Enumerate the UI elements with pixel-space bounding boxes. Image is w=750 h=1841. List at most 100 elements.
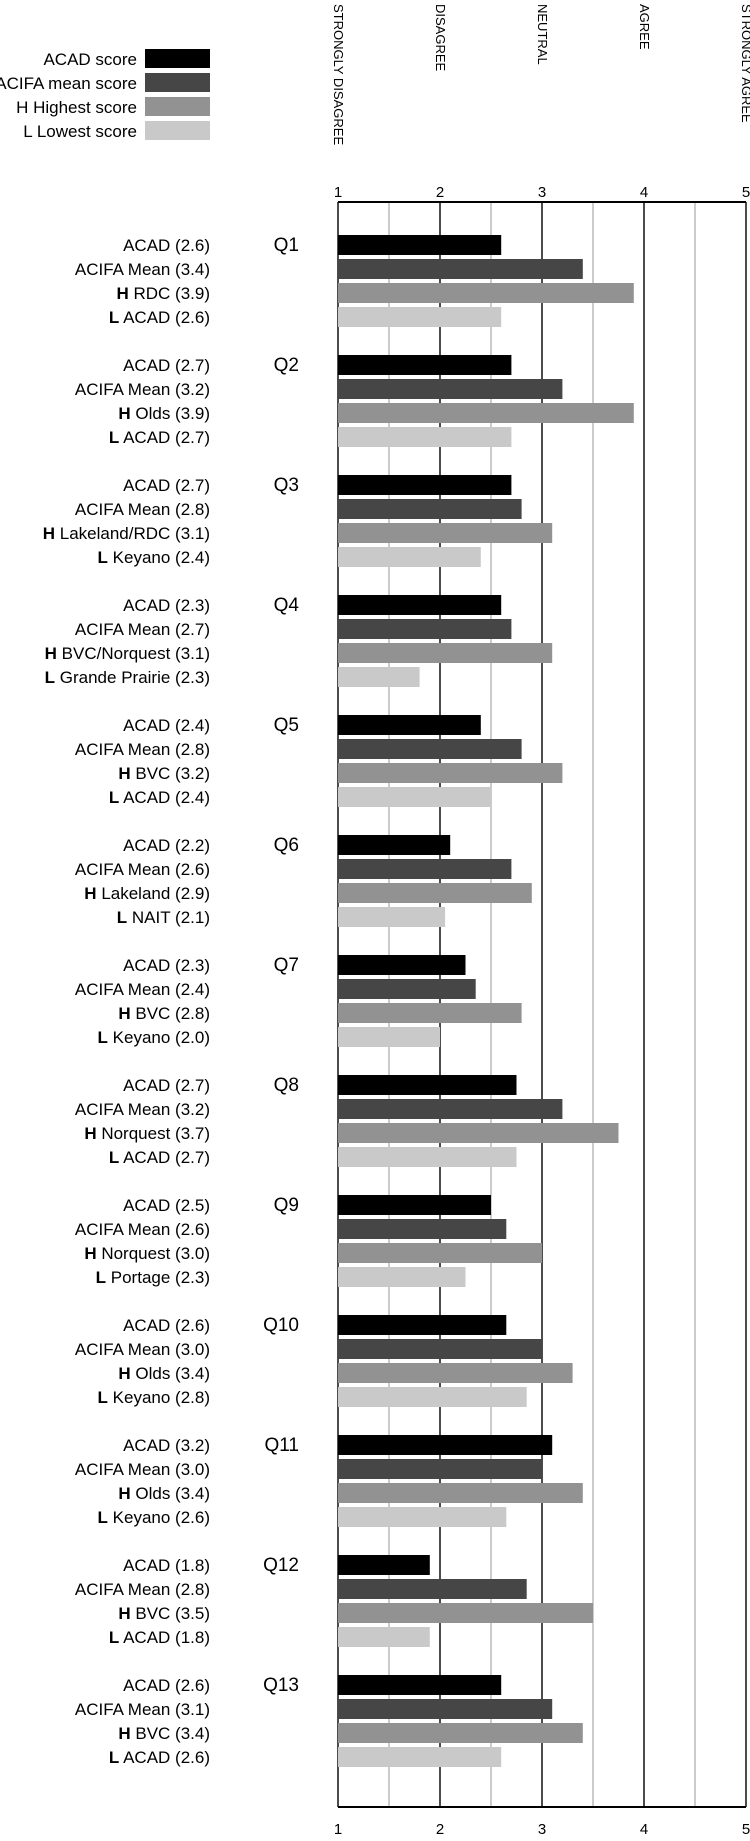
bar — [338, 283, 634, 303]
question-label: Q3 — [274, 475, 299, 496]
bar — [338, 1435, 553, 1455]
bar — [338, 1147, 517, 1167]
bar-row-label: ACIFA Mean (2.4) — [75, 980, 210, 999]
bar-row-text: ACAD (2.3) — [123, 956, 210, 975]
bar-row-prefix: H — [118, 1484, 130, 1503]
bar-row-label: ACAD (2.7) — [123, 1076, 210, 1095]
bar — [338, 1339, 542, 1359]
legend-label: H Highest score — [16, 98, 137, 117]
legend-label: L Lowest score — [23, 122, 137, 141]
bar-row-text: ACAD (2.6) — [123, 236, 210, 255]
bar-row-text: Lakeland/RDC (3.1) — [60, 524, 210, 543]
bar-row-label: H Olds (3.4) — [118, 1484, 210, 1503]
bar-row-prefix: H — [118, 1604, 130, 1623]
bar — [338, 979, 476, 999]
bar-row-label: ACAD (2.6) — [123, 236, 210, 255]
x-tick-label-top: 5 — [742, 184, 750, 201]
bar — [338, 1027, 440, 1047]
bar-row-text: ACIFA Mean (2.8) — [75, 740, 210, 759]
x-tick-label-top: 3 — [538, 184, 546, 201]
bar — [338, 1555, 430, 1575]
legend-swatch — [145, 49, 210, 68]
bar-row-text: ACAD (2.7) — [123, 476, 210, 495]
bar — [338, 835, 451, 855]
bar — [338, 1315, 507, 1335]
bar-row-text: ACAD (2.4) — [123, 788, 210, 807]
bar-row-prefix: H — [84, 1124, 96, 1143]
bar-row-text: ACIFA Mean (3.1) — [75, 1700, 210, 1719]
bar-row-label: L Keyano (2.6) — [98, 1508, 210, 1527]
bar-row-prefix: L — [109, 428, 119, 447]
x-tick-label-bottom: 3 — [538, 1821, 546, 1838]
bar — [338, 643, 553, 663]
bar — [338, 1579, 527, 1599]
bar-row-label: ACAD (3.2) — [123, 1436, 210, 1455]
question-label: Q9 — [274, 1195, 299, 1216]
bar-row-label: ACIFA Mean (3.2) — [75, 380, 210, 399]
bar — [338, 883, 532, 903]
bar-row-label: ACAD (2.5) — [123, 1196, 210, 1215]
bar-row-text: ACIFA Mean (2.6) — [75, 860, 210, 879]
bar-row-text: ACIFA Mean (3.2) — [75, 1100, 210, 1119]
bar-row-prefix: L — [98, 548, 108, 567]
bar-row-label: ACAD (2.7) — [123, 356, 210, 375]
bar-row-label: L ACAD (2.7) — [109, 428, 210, 447]
x-tick-label-bottom: 5 — [742, 1821, 750, 1838]
bar — [338, 667, 420, 687]
bar-row-text: ACAD (2.7) — [123, 428, 210, 447]
x-tick-label-bottom: 1 — [334, 1821, 342, 1838]
bar — [338, 739, 522, 759]
bar — [338, 1627, 430, 1647]
bar-row-text: Keyano (2.8) — [113, 1388, 210, 1407]
bar-row-label: H BVC (3.2) — [118, 764, 210, 783]
bar-row-text: Olds (3.4) — [135, 1364, 210, 1383]
bar-row-label: H Norquest (3.0) — [84, 1244, 210, 1263]
bar — [338, 595, 502, 615]
bar-row-label: L ACAD (2.7) — [109, 1148, 210, 1167]
bar — [338, 259, 583, 279]
bar — [338, 307, 502, 327]
bar-row-prefix: H — [43, 524, 55, 543]
bar-row-text: ACAD (2.6) — [123, 308, 210, 327]
bar-row-prefix: H — [118, 764, 130, 783]
bar-row-label: ACIFA Mean (2.8) — [75, 740, 210, 759]
bar-row-text: BVC (3.5) — [135, 1604, 210, 1623]
bar-row-label: ACAD (2.4) — [123, 716, 210, 735]
bar-row-prefix: L — [109, 308, 119, 327]
bar-row-label: L Keyano (2.4) — [98, 548, 210, 567]
bar-row-text: Keyano (2.6) — [113, 1508, 210, 1527]
question-label: Q5 — [274, 715, 299, 736]
bar-row-prefix: H — [84, 1244, 96, 1263]
bar-row-label: ACIFA Mean (3.0) — [75, 1460, 210, 1479]
bar-row-label: ACIFA Mean (2.6) — [75, 1220, 210, 1239]
scale-label: STRONGLY DISAGREE — [331, 4, 346, 145]
bar-row-text: NAIT (2.1) — [132, 908, 210, 927]
question-label: Q7 — [274, 955, 299, 976]
bar-row-text: ACAD (1.8) — [123, 1628, 210, 1647]
bar — [338, 1675, 502, 1695]
bar-row-label: ACIFA Mean (2.8) — [75, 1580, 210, 1599]
question-label: Q4 — [274, 595, 300, 616]
legend-swatch — [145, 73, 210, 92]
bar — [338, 523, 553, 543]
bar — [338, 1219, 507, 1239]
bar-row-text: BVC (3.2) — [135, 764, 210, 783]
bar-row-text: ACIFA Mean (2.4) — [75, 980, 210, 999]
bar-row-prefix: H — [45, 644, 57, 663]
bar-row-text: Keyano (2.4) — [113, 548, 210, 567]
bar-row-label: ACAD (2.6) — [123, 1676, 210, 1695]
bar-row-text: ACAD (2.6) — [123, 1316, 210, 1335]
bar-row-label: ACIFA Mean (2.6) — [75, 860, 210, 879]
bar — [338, 1195, 491, 1215]
bar-row-text: ACAD (2.3) — [123, 596, 210, 615]
bar — [338, 547, 481, 567]
bar-row-label: H Olds (3.4) — [118, 1364, 210, 1383]
bar-row-text: Lakeland (2.9) — [101, 884, 210, 903]
bar-row-text: ACIFA Mean (2.7) — [75, 620, 210, 639]
bar-row-label: H Lakeland/RDC (3.1) — [43, 524, 210, 543]
scale-label: AGREE — [637, 4, 652, 50]
bar-row-prefix: H — [84, 884, 96, 903]
bar-row-text: ACIFA Mean (3.0) — [75, 1460, 210, 1479]
bar-row-label: H BVC (3.5) — [118, 1604, 210, 1623]
legend-label: ACIFA mean score — [0, 74, 137, 93]
